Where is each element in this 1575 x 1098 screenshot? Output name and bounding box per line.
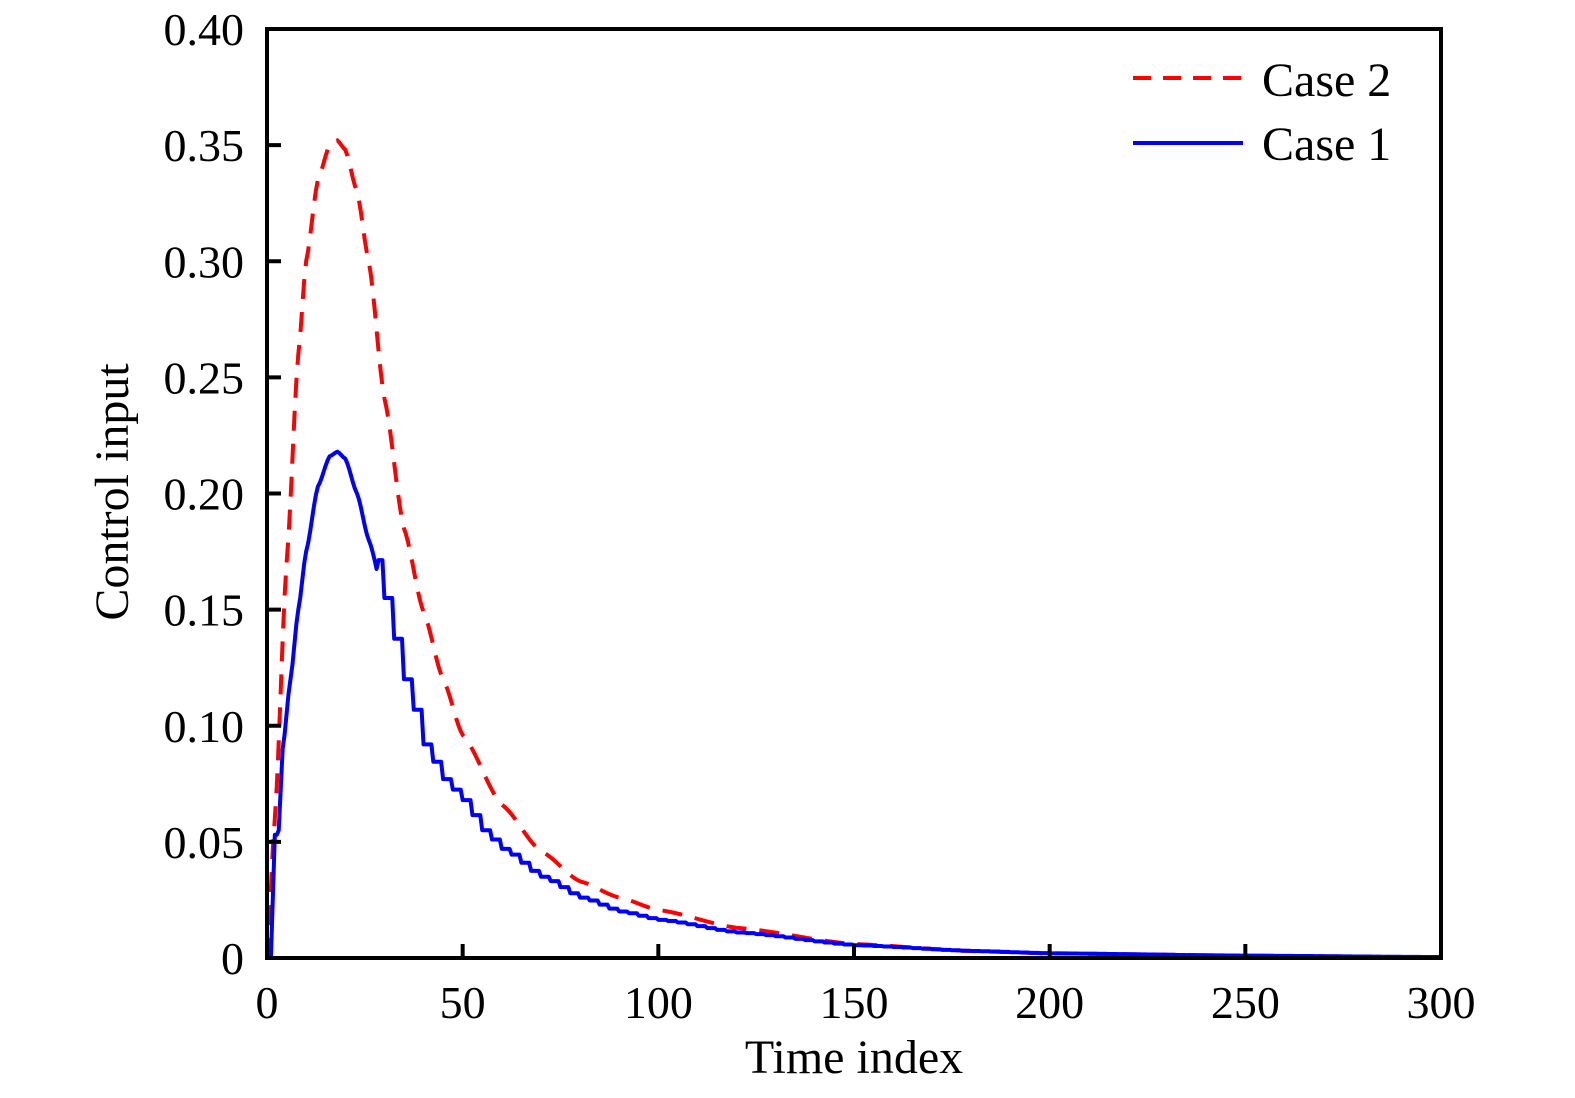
- x-tick-label: 100: [624, 977, 693, 1028]
- legend-label-case-1: Case 1: [1262, 118, 1391, 171]
- series-line-case-1: [268, 449, 1442, 960]
- y-tick-label: 0.15: [164, 585, 245, 636]
- x-axis-title: Time index: [745, 1031, 963, 1084]
- y-tick-label: 0.35: [164, 120, 245, 171]
- x-tick-label: 200: [1015, 977, 1084, 1028]
- y-tick-label: 0.10: [164, 701, 245, 752]
- y-tick-label: 0.05: [164, 817, 245, 868]
- y-axis-title: Control input: [86, 363, 139, 621]
- y-tick-label: 0: [221, 933, 244, 984]
- legend-label-case-2: Case 2: [1262, 54, 1391, 107]
- series-line-case-2: [265, 138, 1442, 960]
- y-tick-label: 0.40: [164, 4, 245, 55]
- x-tick-label: 50: [440, 977, 486, 1028]
- x-tick-label: 150: [820, 977, 889, 1028]
- x-tick-label: 300: [1407, 977, 1476, 1028]
- ticks-layer: 0 50 100 150 200 250 300 0 0.05 0.10 0.15 0.20 0.25 0…: [164, 4, 1476, 1028]
- x-tick-label: 0: [256, 977, 279, 1028]
- y-tick-label: 0.25: [164, 352, 245, 403]
- legend: Case 2 Case 1: [1133, 54, 1391, 171]
- y-tick-label: 0.20: [164, 469, 245, 520]
- y-tick-label: 0.30: [164, 236, 245, 287]
- series-layer: [265, 138, 1442, 960]
- x-tick-label: 250: [1211, 977, 1280, 1028]
